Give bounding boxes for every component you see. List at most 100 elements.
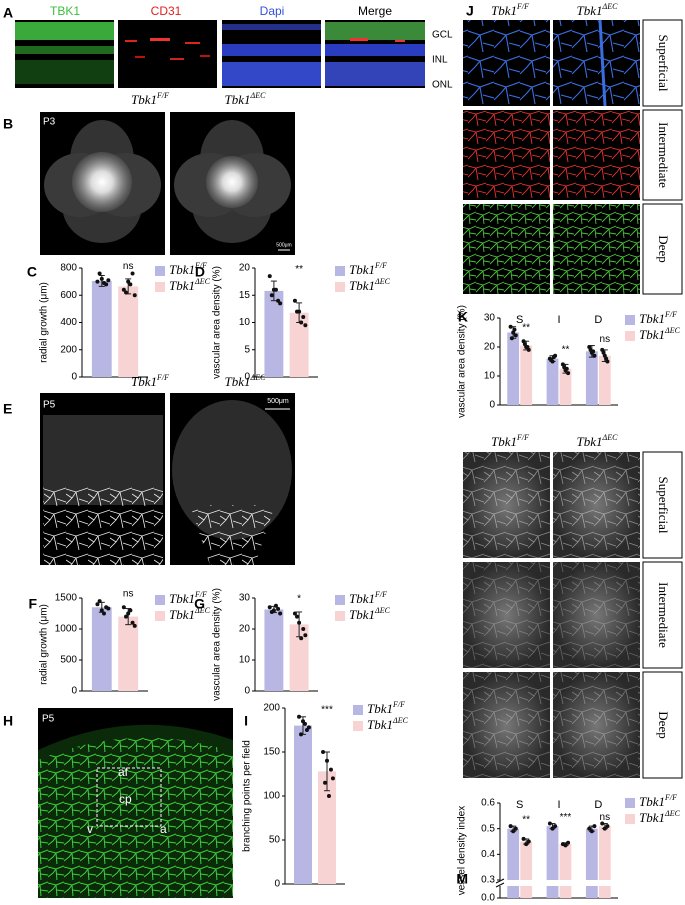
data-point	[513, 826, 518, 831]
legend-name: Tbk1	[367, 717, 393, 732]
data-point	[126, 611, 131, 616]
category-label: I	[557, 799, 560, 811]
data-point	[132, 623, 137, 628]
legend-swatch	[155, 611, 165, 621]
data-point	[101, 280, 106, 285]
bar	[520, 345, 533, 405]
data-point	[512, 327, 517, 332]
data-point	[550, 826, 555, 831]
axis-break	[495, 882, 505, 888]
data-point	[278, 301, 283, 306]
legend-sup: ΔEC	[664, 326, 681, 335]
channel-label: Dapi	[260, 4, 285, 18]
data-point	[553, 824, 558, 829]
bar	[289, 312, 309, 377]
allele: ΔEC	[602, 433, 619, 442]
channel-label: CD31	[151, 4, 182, 18]
y-axis-label: vascular area density (%)	[212, 266, 223, 379]
bar	[507, 828, 520, 880]
legend-name: Tbk1	[367, 701, 393, 716]
legend-name: Tbk1	[639, 810, 665, 825]
data-point	[276, 298, 281, 303]
bar	[507, 886, 520, 898]
data-point	[592, 824, 597, 829]
y-axis-label: vascular area density (%)	[212, 588, 223, 701]
micrograph	[15, 20, 425, 88]
bar	[546, 886, 559, 898]
data-point	[521, 836, 526, 841]
significance-label: ***	[560, 812, 572, 823]
gene: Tbk1	[577, 3, 603, 18]
gene: Tbk1	[577, 434, 603, 449]
y-tick-label: 0.6	[481, 798, 495, 809]
data-point	[323, 780, 328, 785]
gene: Tbk1	[131, 374, 157, 389]
data-point	[121, 287, 126, 292]
data-point	[591, 349, 596, 354]
category-label: S	[516, 314, 523, 326]
data-point	[295, 309, 300, 314]
data-point	[121, 605, 126, 610]
micrograph	[463, 451, 683, 779]
data-point	[130, 271, 135, 276]
genotype-label: Tbk1F/F	[131, 91, 169, 107]
allele: ΔEC	[602, 2, 619, 11]
bar	[585, 351, 598, 405]
y-tick-label: 30	[239, 593, 251, 604]
legend-swatch	[335, 266, 345, 276]
legend-name: Tbk1	[169, 278, 195, 293]
gene: Tbk1	[225, 374, 251, 389]
legend-swatch	[625, 814, 635, 824]
y-tick-label: 5	[244, 344, 250, 355]
significance-label: ns	[600, 334, 611, 345]
y-tick-label: 15	[239, 290, 251, 301]
data-point	[605, 824, 610, 829]
y-tick-label: 30	[484, 313, 496, 324]
bar	[585, 828, 598, 880]
layer-label: INL	[432, 55, 448, 66]
genotype-label: Tbk1F/F	[491, 2, 529, 18]
significance-label: ***	[321, 704, 333, 715]
y-tick-label: 1500	[55, 593, 78, 604]
data-point	[267, 274, 272, 279]
legend-swatch	[335, 611, 345, 621]
data-point	[303, 633, 308, 638]
data-point	[547, 821, 552, 826]
age-label: P3	[43, 117, 56, 128]
legend-sup: ΔEC	[664, 809, 681, 818]
panel-label: M	[456, 871, 468, 887]
layer-label: Superficial	[656, 476, 671, 533]
layer-label: Intermediate	[656, 122, 671, 188]
bar	[585, 886, 598, 898]
legend-name: Tbk1	[169, 591, 195, 606]
data-point	[278, 611, 283, 616]
allele: F/F	[516, 2, 529, 11]
bar	[91, 280, 112, 377]
legend-sup: F/F	[374, 261, 387, 270]
legend-name: Tbk1	[349, 607, 375, 622]
y-tick-label: 100	[263, 791, 280, 802]
allele: F/F	[516, 433, 529, 442]
legend-label: Tbk1ΔEC	[169, 277, 211, 293]
legend-sup: ΔEC	[194, 277, 211, 286]
bar	[118, 286, 139, 377]
legend-sup: ΔEC	[392, 716, 409, 725]
data-point	[124, 290, 129, 295]
legend-swatch	[155, 595, 165, 605]
data-point	[592, 353, 597, 358]
bar	[264, 609, 284, 691]
data-point	[306, 725, 311, 730]
bar	[559, 368, 572, 405]
legend-sup: F/F	[664, 793, 677, 802]
data-point	[303, 323, 308, 328]
allele: F/F	[156, 373, 169, 382]
genotype-label: Tbk1ΔEC	[577, 2, 619, 18]
bar	[520, 841, 533, 880]
legend-name: Tbk1	[639, 311, 665, 326]
y-tick-label: 0	[244, 686, 250, 697]
legend-label: Tbk1F/F	[169, 261, 207, 277]
data-point	[330, 776, 335, 781]
legend-swatch	[335, 595, 345, 605]
legend-name: Tbk1	[169, 607, 195, 622]
